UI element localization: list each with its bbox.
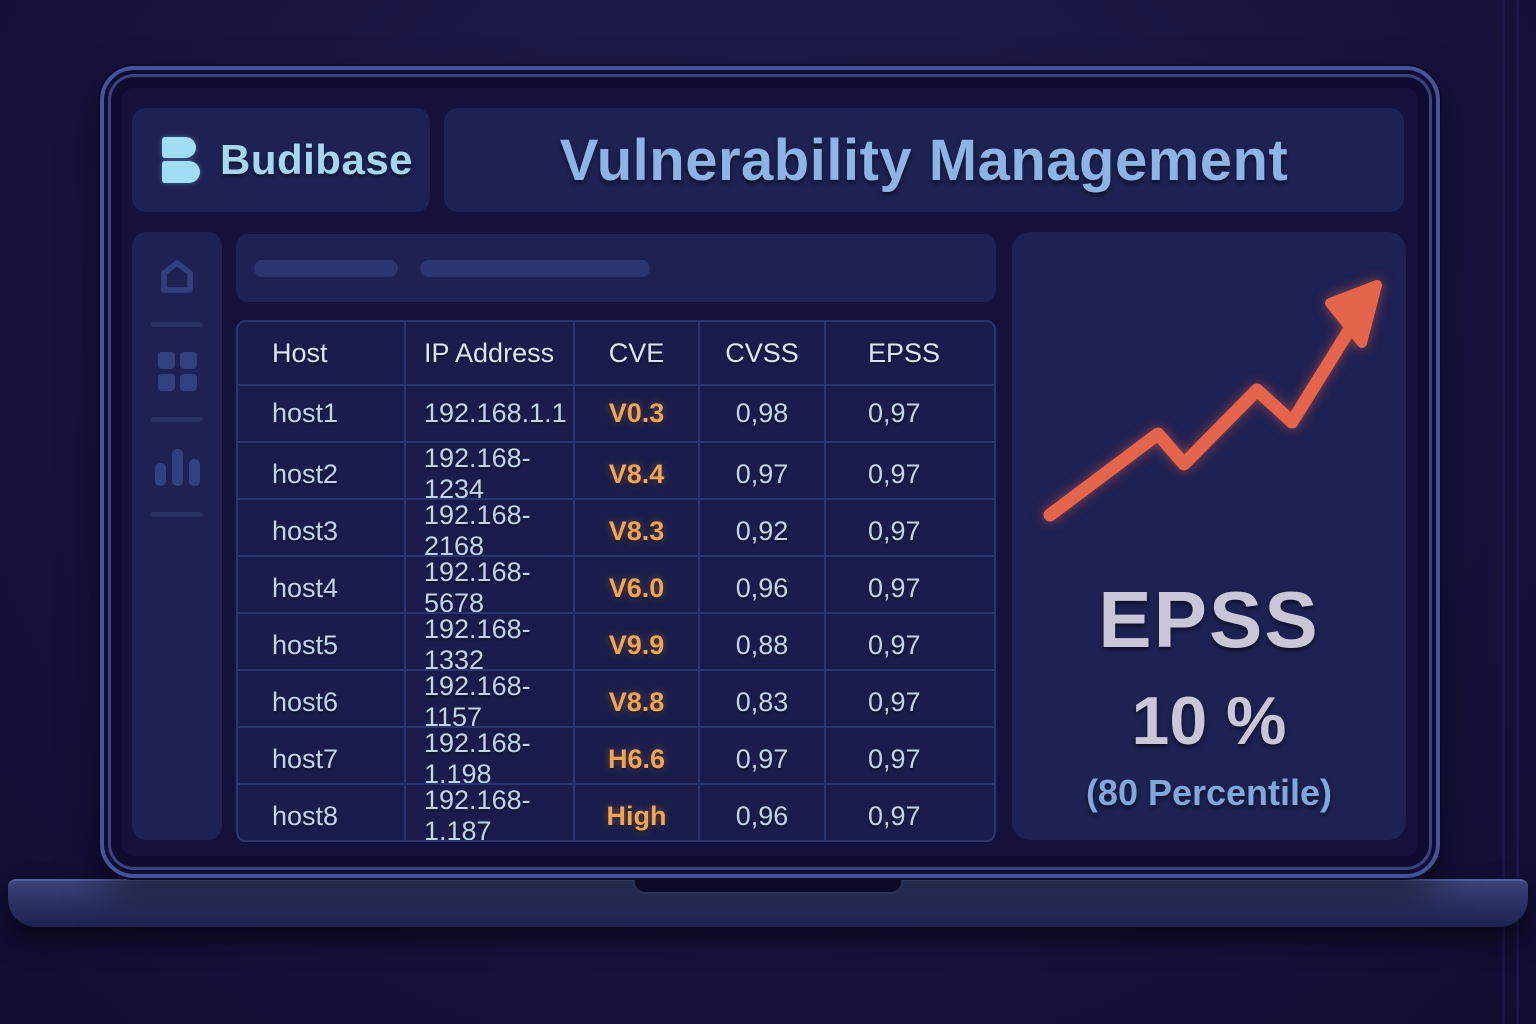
cve-cell: V9.9 [573,614,698,676]
sidebar-divider [151,512,203,517]
ip-cell: 192.168-1.187 [404,785,573,840]
epss-percentile: (80 Percentile) [1085,772,1333,813]
epss-cell: 0,97 [824,614,994,676]
epss-cell: 0,97 [824,386,994,441]
cvss-cell: 0,83 [698,671,824,733]
cvss-cell: 0,88 [698,614,824,676]
table-row[interactable]: host5 192.168-1332 V9.9 0,88 0,97 [238,612,994,676]
ip-cell: 192.168-1.198 [404,728,573,790]
sidebar-divider [151,417,203,422]
epss-cell: 0,97 [824,728,994,790]
column-header-cve: CVE [573,322,698,384]
background-seam [1516,0,1519,1024]
background-seam [1502,0,1505,1024]
host-cell: host1 [272,398,339,428]
ip-cell: 192.168-1332 [404,614,573,676]
epss-cell: 0,97 [824,671,994,733]
page-title: Vulnerability Management [559,127,1289,193]
cve-cell: V8.3 [573,500,698,562]
brand-name: Budibase [220,136,414,183]
table-row[interactable]: host1 192.168.1.1 V0.3 0,98 0,97 [238,384,994,441]
cve-cell: V6.0 [573,557,698,619]
ip-cell: 192.168.1.1 [404,386,573,441]
sidebar-divider [151,322,203,327]
ip-cell: 192.168-1157 [404,671,573,733]
sidebar-nav [132,232,222,840]
laptop-hinge-notch [633,879,903,894]
table-row[interactable]: host3 192.168-2168 V8.3 0,92 0,97 [238,498,994,562]
epss-cell: 0,97 [824,443,994,505]
cve-cell: V8.8 [573,671,698,733]
epss-heading: EPSS [1098,575,1320,664]
vulnerability-table: Host IP Address CVE CVSS EPSS host1 192.… [236,320,996,842]
cvss-cell: 0,98 [698,386,824,441]
ip-cell: 192.168-2168 [404,500,573,562]
epss-cell: 0,97 [824,557,994,619]
cve-cell: High [573,785,698,840]
sidebar-item-apps[interactable] [157,352,197,391]
cvss-cell: 0,96 [698,785,824,840]
sidebar-item-home[interactable] [157,258,197,296]
epss-cell: 0,97 [824,500,994,562]
bar-chart-icon [154,448,200,486]
column-header-cvss: CVSS [698,322,824,384]
sidebar-item-analytics[interactable] [154,448,200,486]
epss-panel: EPSS 10 % (80 Percentile) [1012,232,1406,840]
epss-cell: 0,97 [824,785,994,840]
home-icon [161,260,193,293]
table-row[interactable]: host8 192.168-1.187 High 0,96 0,97 [238,783,994,840]
brand-logo[interactable]: Budibase [132,108,430,212]
cvss-cell: 0,96 [698,557,824,619]
host-cell: host2 [272,458,339,489]
table-row[interactable]: host7 192.168-1.198 H6.6 0,97 0,97 [238,726,994,790]
header-title-bar: Vulnerability Management [444,108,1404,212]
budibase-logo-icon [162,137,200,183]
column-header-host: Host [272,337,328,368]
ip-cell: 192.168-1234 [404,443,573,505]
table-row[interactable]: host6 192.168-1157 V8.8 0,83 0,97 [238,669,994,733]
toolbar-placeholder-pill [420,260,650,277]
cvss-cell: 0,92 [698,500,824,562]
host-cell: host6 [272,686,339,717]
epss-value: 10 % [1131,683,1287,759]
table-header-row: Host IP Address CVE CVSS EPSS [238,322,994,384]
toolbar-placeholder-pill [254,260,398,277]
table-row[interactable]: host4 192.168-5678 V6.0 0,96 0,97 [238,555,994,619]
toolbar [236,234,996,302]
cve-cell: V8.4 [573,443,698,505]
cvss-cell: 0,97 [698,728,824,790]
host-cell: host5 [272,629,339,660]
cve-cell: V0.3 [573,386,698,441]
host-cell: host8 [272,800,339,831]
host-cell: host4 [272,572,339,603]
column-header-ip: IP Address [404,322,573,384]
apps-grid-icon [157,352,197,391]
cvss-cell: 0,97 [698,443,824,505]
cve-cell: H6.6 [573,728,698,790]
column-header-epss: EPSS [824,322,994,384]
table-row[interactable]: host2 192.168-1234 V8.4 0,97 0,97 [238,441,994,505]
ip-cell: 192.168-5678 [404,557,573,619]
trend-up-arrow-icon [1043,280,1382,522]
host-cell: host7 [272,743,339,774]
host-cell: host3 [272,515,339,546]
